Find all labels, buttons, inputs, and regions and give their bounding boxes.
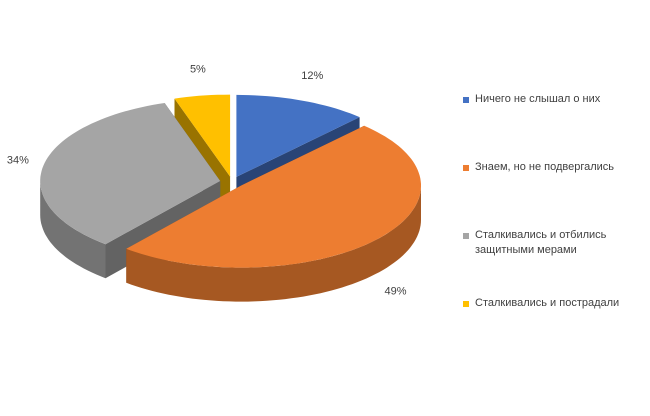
- legend-label: Сталкивались и пострадали: [475, 297, 620, 309]
- legend-item: Знаем, но не подвергались: [463, 160, 643, 228]
- slice: [236, 94, 360, 177]
- value-label: 49%: [385, 285, 407, 297]
- slice: [40, 103, 221, 245]
- legend-item: Сталкивались и пострадали: [463, 296, 643, 364]
- value-label: 12%: [301, 70, 323, 82]
- legend-label: Ничего не слышал о них: [475, 93, 601, 105]
- legend-swatch: [463, 97, 469, 103]
- legend: Ничего не слышал о них Знаем, но не подве…: [463, 92, 643, 364]
- slice: [174, 94, 231, 177]
- slice-wall: [126, 185, 422, 302]
- legend-item: Ничего не слышал о них: [463, 92, 643, 160]
- legend-swatch: [463, 301, 469, 307]
- legend-swatch: [463, 233, 469, 239]
- value-label: 34%: [7, 155, 29, 167]
- legend-label: Знаем, но не подвергались: [475, 161, 615, 173]
- slice-wall: [40, 181, 106, 279]
- slice: [126, 125, 422, 268]
- legend-item: Сталкивались и отбились защитными мерами: [463, 228, 643, 296]
- value-label: 5%: [190, 63, 206, 75]
- legend-label: Сталкивались и отбились защитными мерами: [475, 229, 607, 256]
- legend-swatch: [463, 165, 469, 171]
